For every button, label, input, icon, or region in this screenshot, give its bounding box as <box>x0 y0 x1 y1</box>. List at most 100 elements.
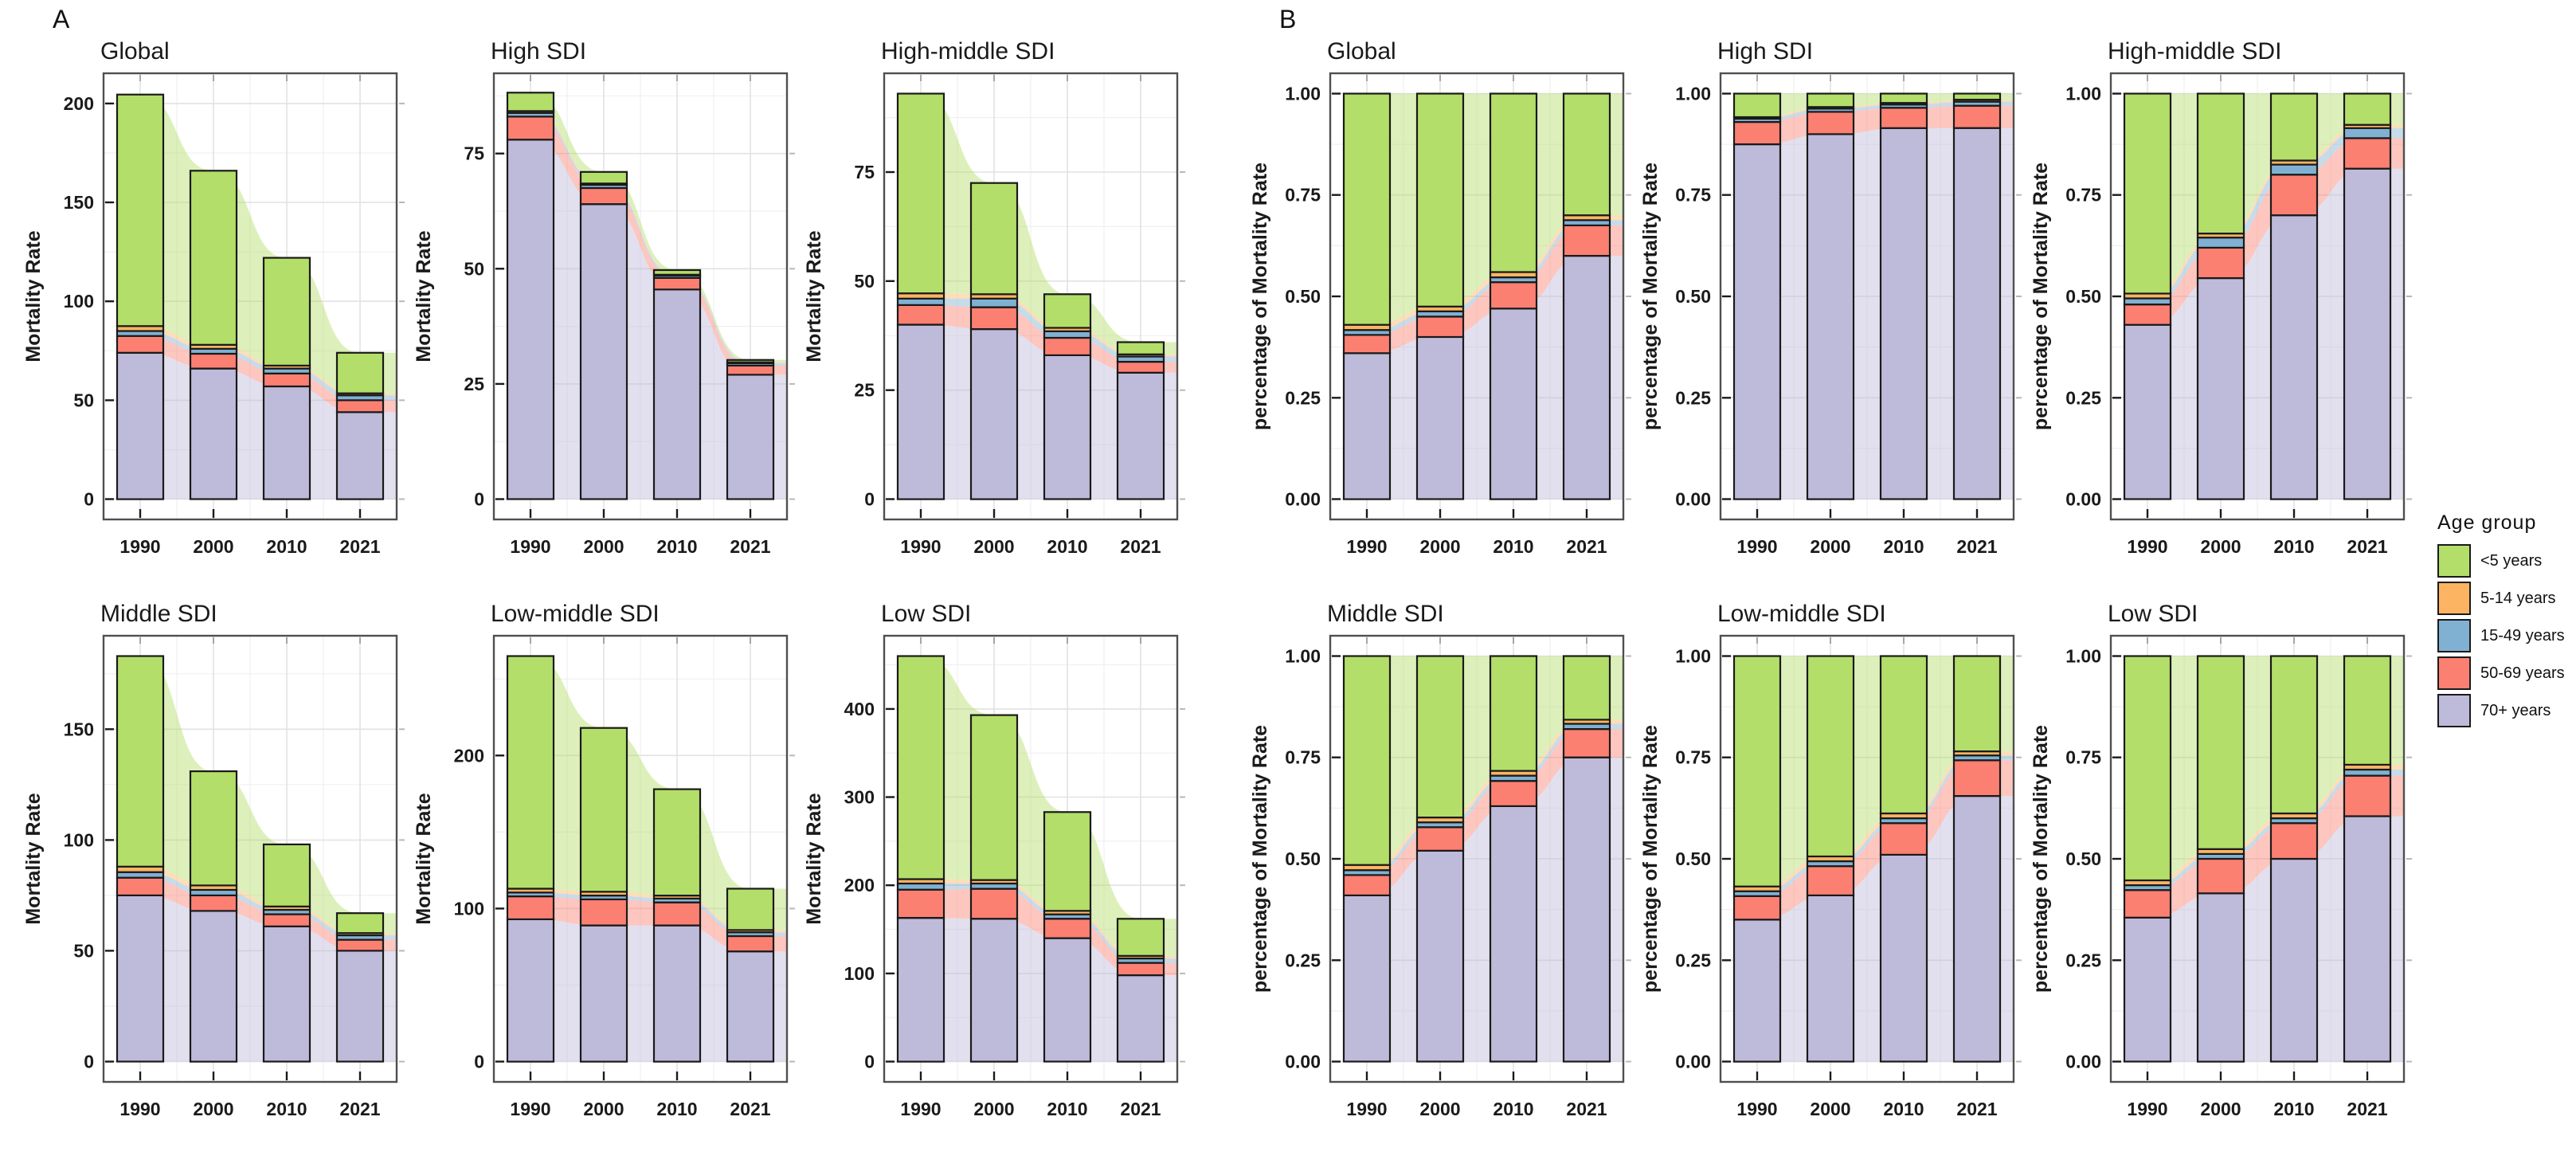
legend-entries: <5 years 5-14 years 15-49 years 50-69 years… <box>2437 544 2576 727</box>
legend-swatch-icon <box>2437 656 2471 690</box>
bar-segment <box>1489 281 1538 310</box>
panel-border <box>1719 72 2015 521</box>
subplot-title: Low SDI <box>881 601 971 627</box>
ribbon-layer <box>530 892 787 936</box>
bar-segment <box>1952 127 2002 500</box>
bar-segment <box>262 925 311 1063</box>
y-axis-label: Mortality Rate <box>803 230 825 362</box>
panel-border <box>1719 634 2015 1083</box>
x-tick-label: 1990 <box>510 1099 550 1119</box>
y-tick-label: 75 <box>464 143 484 164</box>
bar-segment <box>2123 304 2172 326</box>
bar-segment <box>1952 795 2002 1063</box>
panel-border <box>1329 634 1625 1083</box>
bar-segment <box>335 351 385 394</box>
x-tick-label: 1990 <box>2127 536 2167 557</box>
ribbon-layer <box>530 92 787 362</box>
bar-segment <box>1879 655 1928 815</box>
bar-segment <box>1952 92 2002 101</box>
bar-segment <box>2196 655 2245 850</box>
bar-segment <box>2196 246 2245 280</box>
bar-segment <box>1952 104 2002 129</box>
x-tick-label: 2010 <box>266 1099 307 1119</box>
bar-segment <box>1415 335 1465 500</box>
bar-segment <box>1415 655 1465 819</box>
bar-segment <box>1342 334 1392 355</box>
bar-segment <box>1489 805 1538 1063</box>
bar-segment <box>1116 974 1165 1063</box>
y-tick-label: 25 <box>854 380 875 401</box>
x-tick-label: 2000 <box>973 1099 1014 1119</box>
ribbon-layer <box>2147 127 2404 305</box>
bar-segment <box>1879 127 1928 500</box>
y-tick-label: 0.25 <box>1285 950 1321 970</box>
bar-segment <box>579 186 628 206</box>
y-tick-label: 0 <box>474 1052 484 1072</box>
subplot-title: Low-middle SDI <box>491 601 660 627</box>
bar-segment <box>1342 655 1392 866</box>
y-tick-label: 0.75 <box>1285 747 1321 768</box>
y-axis-label: Mortality Rate <box>803 793 825 924</box>
bar-segment <box>115 93 165 327</box>
bar-segment <box>1806 92 1855 108</box>
bar-segment <box>335 938 385 952</box>
y-tick-label: 100 <box>64 291 94 312</box>
subplot-b-low-middle-sdi: 0.00 0.25 0.50 0.75 1.00 1990 2000 2010 2021 Low-… <box>1636 594 2028 1152</box>
subplot-title: Low-middle SDI <box>1717 601 1886 627</box>
bar-segment <box>1879 822 1928 856</box>
panel-border <box>2109 634 2406 1083</box>
x-tick-label: 1990 <box>1736 536 1777 557</box>
bar-segment <box>969 297 1019 308</box>
ribbon-layer <box>140 331 397 401</box>
subplot-a-high-middle-sdi: 0 25 50 75 1990 2000 2010 2021 High-middle SDI Mo… <box>800 32 1192 590</box>
chart-b-global: 0.00 0.25 0.50 0.75 1.00 1990 2000 2010 2021 Glob… <box>1249 38 1631 557</box>
bar-segment <box>262 913 311 927</box>
bar-segment <box>1732 895 1782 921</box>
y-tick-label: 0.75 <box>1675 747 1711 768</box>
bar-segment <box>2123 323 2172 500</box>
subplot-a-low-sdi: 0 100 200 300 400 1990 2000 2010 2021 Low SDI Mort… <box>800 594 1192 1152</box>
bar-segment <box>335 411 385 500</box>
y-tick-label: 100 <box>64 829 94 850</box>
bar-segment <box>1116 918 1165 957</box>
y-tick-label: 0.25 <box>1675 950 1711 970</box>
x-tick-label: 2010 <box>1047 1099 1087 1119</box>
subplot-b-middle-sdi: 0.00 0.25 0.50 0.75 1.00 1990 2000 2010 2021 Midd… <box>1246 594 1638 1152</box>
bar-segment <box>2343 92 2392 126</box>
subplot-a-middle-sdi: 0 50 100 150 1990 2000 2010 2021 Middle SDI Morta… <box>19 594 411 1152</box>
y-tick-label: 100 <box>454 898 484 919</box>
bar-segment <box>969 182 1019 296</box>
legend-swatch-icon <box>2437 582 2471 615</box>
bar-segment <box>2343 768 2392 777</box>
bar-segment <box>2269 163 2319 176</box>
y-tick-label: 0.25 <box>2065 387 2101 408</box>
y-axis-label: percentage of Mortality Rate <box>1639 725 1662 993</box>
bar-segment <box>1415 315 1465 339</box>
bar-segment <box>2269 655 2319 815</box>
subplot-a-low-middle-sdi: 0 100 200 1990 2000 2010 2021 Low-middle SDI Mor… <box>409 594 801 1152</box>
bar-segment <box>726 888 775 931</box>
legend-swatch-icon <box>2437 544 2471 578</box>
legend-label: 70+ years <box>2480 701 2551 719</box>
bar-segment <box>2123 889 2172 919</box>
y-tick-label: 0 <box>474 489 484 510</box>
chart-b-high-sdi: 0.00 0.25 0.50 0.75 1.00 1990 2000 2010 2021 High… <box>1639 38 2022 557</box>
chart-a-low-middle-sdi: 0 100 200 1990 2000 2010 2021 Low-middle SDI Mor… <box>413 601 795 1119</box>
subplot-a-high-sdi: 0 25 50 75 1990 2000 2010 2021 High SDI Mortality… <box>409 32 801 590</box>
bar-segment <box>1043 330 1092 339</box>
y-tick-label: 0.25 <box>2065 950 2101 970</box>
bar-segment <box>2196 857 2245 895</box>
bar-segment <box>896 323 945 500</box>
panel-border <box>883 634 1179 1083</box>
bar-segment <box>1732 655 1782 888</box>
y-tick-label: 0.50 <box>1675 848 1711 869</box>
bar-segment <box>335 399 385 413</box>
bar-segment <box>896 297 945 307</box>
x-tick-label: 1990 <box>900 536 941 557</box>
legend-label: 50-69 years <box>2480 664 2565 682</box>
x-tick-label: 1990 <box>510 536 550 557</box>
bar-segment <box>1043 918 1092 939</box>
panel-border <box>883 72 1179 521</box>
bar-segment <box>2343 815 2392 1063</box>
